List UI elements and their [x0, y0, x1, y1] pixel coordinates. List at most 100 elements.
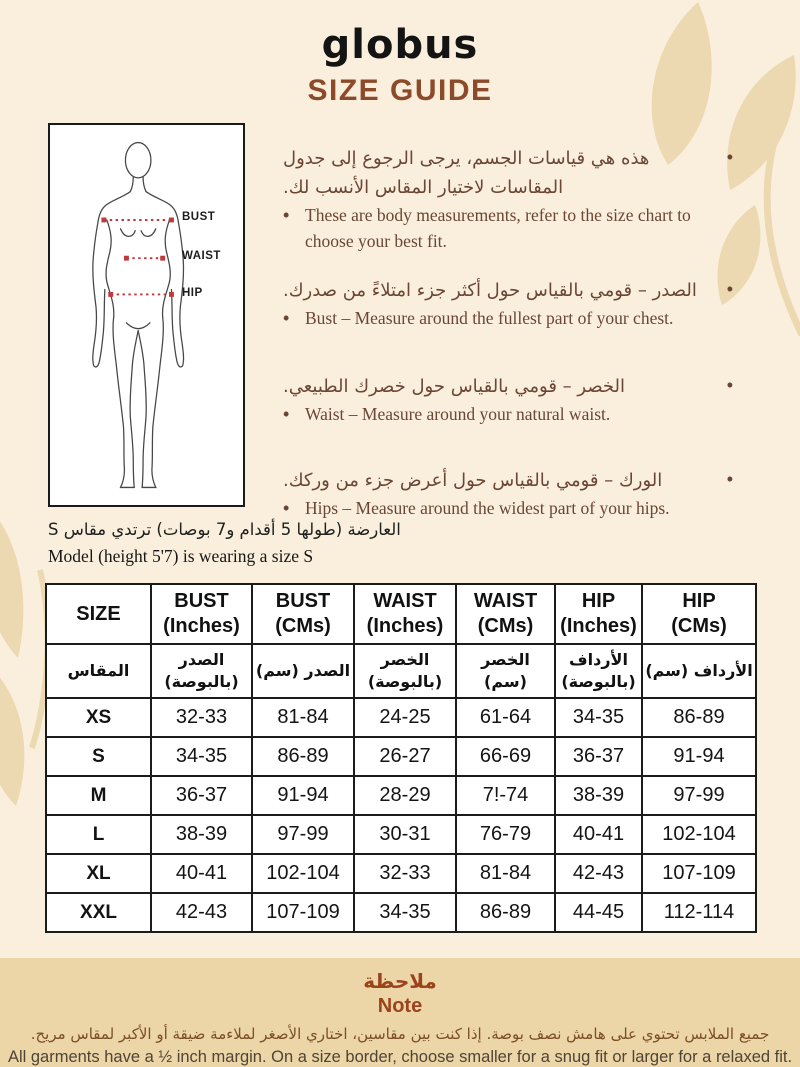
- hip-label: HIP: [182, 287, 203, 299]
- measurement-cell: 86-89: [455, 892, 556, 933]
- measurement-cell: 40-41: [554, 814, 643, 855]
- body-measurement-diagram: BUST WAIST HIP: [48, 123, 245, 507]
- measurement-cell: 86-89: [641, 697, 757, 738]
- col-header-hip-cms: HIP (CMs): [641, 583, 757, 645]
- size-cell: S: [45, 736, 152, 777]
- col-header-hip-cms-ar: الأرداف (سم): [641, 643, 757, 699]
- page-title: SIZE GUIDE: [307, 74, 493, 107]
- size-cell: XL: [45, 853, 152, 894]
- col-header-size: SIZE: [45, 583, 152, 645]
- table-header-arabic: المقاس الصدر (بالبوصة) الصدر (سم) الخصر …: [45, 643, 757, 699]
- measurement-cell: 36-37: [554, 736, 643, 777]
- col-header-size-ar: المقاس: [45, 643, 152, 699]
- instruction-text-english: Hips – Measure around the widest part of…: [305, 498, 670, 518]
- note-body-english: All garments have a ½ inch margin. On a …: [7, 1048, 793, 1066]
- measurement-cell: 28-29: [353, 775, 457, 816]
- instruction-item-bust: • الصدر – قومي بالقياس حول أكثر جزء امتل…: [283, 276, 733, 332]
- measurement-cell: 34-35: [150, 736, 253, 777]
- measurement-cell: 42-43: [150, 892, 253, 933]
- col-header-waist-cms: WAIST (CMs): [455, 583, 556, 645]
- col-header-waist-inches: WAIST (Inches): [353, 583, 457, 645]
- measurement-cell: 7!-74: [455, 775, 556, 816]
- table-row: M 36-37 91-94 28-29 7!-74 38-39 97-99: [45, 775, 757, 816]
- measurement-cell: 86-89: [251, 736, 355, 777]
- instruction-text-arabic: الصدر – قومي بالقياس حول أكثر جزء امتلاء…: [283, 280, 697, 301]
- instruction-text-arabic: الورك – قومي بالقياس حول أعرض جزء من ورك…: [283, 470, 663, 491]
- measurement-cell: 97-99: [641, 775, 757, 816]
- instruction-arabic-row: • الخصر – قومي بالقياس حول خصرك الطبيعي.: [283, 372, 733, 401]
- measurement-cell: 107-109: [641, 853, 757, 894]
- bullet-icon: •: [726, 279, 733, 299]
- model-caption-arabic: العارضة (طولها 5 أقدام و7 بوصات) ترتدي م…: [48, 520, 401, 539]
- instruction-english-row: • These are body measurements, refer to …: [283, 202, 733, 254]
- size-chart-table: SIZE BUST (Inches) BUST (CMs) WAIST (Inc…: [45, 583, 757, 933]
- measurement-cell: 34-35: [353, 892, 457, 933]
- bullet-icon: •: [283, 404, 290, 424]
- measurement-cell: 66-69: [455, 736, 556, 777]
- col-header-waist-inches-ar: الخصر (بالبوصة): [353, 643, 457, 699]
- col-header-bust-inches: BUST (Inches): [150, 583, 253, 645]
- model-size-caption: العارضة (طولها 5 أقدام و7 بوصات) ترتدي م…: [48, 517, 408, 569]
- measurement-cell: 32-33: [353, 853, 457, 894]
- measurement-cell: 38-39: [554, 775, 643, 816]
- measurement-cell: 40-41: [150, 853, 253, 894]
- col-header-bust-cms-ar: الصدر (سم): [251, 643, 355, 699]
- measurement-cell: 112-114: [641, 892, 757, 933]
- table-row: XS 32-33 81-84 24-25 61-64 34-35 86-89: [45, 697, 757, 738]
- measurement-cell: 91-94: [251, 775, 355, 816]
- measurement-cell: 81-84: [455, 853, 556, 894]
- measurement-cell: 42-43: [554, 853, 643, 894]
- instruction-text-arabic: الخصر – قومي بالقياس حول خصرك الطبيعي.: [283, 376, 626, 397]
- note-section: ملاحظة Note جميع الملابس تحتوي على هامش …: [0, 958, 800, 1067]
- col-header-bust-inches-ar: الصدر (بالبوصة): [150, 643, 253, 699]
- bullet-icon: •: [283, 498, 290, 518]
- model-caption-english: Model (height 5'7) is wearing a size S: [48, 546, 314, 566]
- measurement-cell: 61-64: [455, 697, 556, 738]
- measurement-cell: 32-33: [150, 697, 253, 738]
- measurement-cell: 81-84: [251, 697, 355, 738]
- instruction-item-hip: • الورك – قومي بالقياس حول أعرض جزء من و…: [283, 466, 733, 522]
- size-cell: M: [45, 775, 152, 816]
- instruction-text-english: Bust – Measure around the fullest part o…: [305, 308, 674, 328]
- instruction-text-arabic: هذه هي قياسات الجسم، يرجى الرجوع إلى جدو…: [283, 148, 650, 198]
- instruction-text-english: Waist – Measure around your natural wais…: [305, 404, 611, 424]
- table-row: L 38-39 97-99 30-31 76-79 40-41 102-104: [45, 814, 757, 855]
- col-header-hip-inches-ar: الأرداف (بالبوصة): [554, 643, 643, 699]
- instruction-text-english: These are body measurements, refer to th…: [305, 205, 691, 251]
- col-header-hip-inches: HIP (Inches): [554, 583, 643, 645]
- measurement-instructions: • هذه هي قياسات الجسم، يرجى الرجوع إلى ج…: [283, 144, 733, 544]
- instruction-english-row: • Hips – Measure around the widest part …: [283, 495, 733, 522]
- bullet-icon: •: [726, 469, 733, 489]
- measurement-cell: 36-37: [150, 775, 253, 816]
- instruction-english-row: • Bust – Measure around the fullest part…: [283, 305, 733, 332]
- col-header-bust-cms: BUST (CMs): [251, 583, 355, 645]
- size-table-body: XS 32-33 81-84 24-25 61-64 34-35 86-89 S 34-35 86…: [45, 697, 757, 933]
- table-row: S 34-35 86-89 26-27 66-69 36-37 91-94: [45, 736, 757, 777]
- measurement-cell: 24-25: [353, 697, 457, 738]
- measurement-cell: 44-45: [554, 892, 643, 933]
- measurement-cell: 26-27: [353, 736, 457, 777]
- waist-label: WAIST: [182, 250, 221, 262]
- table-row: XL 40-41 102-104 32-33 81-84 42-43 107-109: [45, 853, 757, 894]
- bullet-icon: •: [726, 147, 733, 167]
- note-title-english: Note: [377, 995, 423, 1017]
- note-title-arabic: ملاحظة: [363, 969, 437, 993]
- instruction-arabic-row: • هذه هي قياسات الجسم، يرجى الرجوع إلى ج…: [283, 144, 733, 202]
- table-header-english: SIZE BUST (Inches) BUST (CMs) WAIST (Inc…: [45, 583, 757, 645]
- measurement-cell: 102-104: [641, 814, 757, 855]
- instruction-english-row: • Waist – Measure around your natural wa…: [283, 401, 733, 428]
- size-cell: XXL: [45, 892, 152, 933]
- body-figure-illustration: [92, 141, 185, 489]
- note-body-arabic: جميع الملابس تحتوي على هامش نصف بوصة. إذ…: [30, 1025, 770, 1043]
- measurement-cell: 76-79: [455, 814, 556, 855]
- bullet-icon: •: [283, 205, 290, 225]
- bullet-icon: •: [283, 308, 290, 328]
- measurement-cell: 38-39: [150, 814, 253, 855]
- instruction-arabic-row: • الصدر – قومي بالقياس حول أكثر جزء امتل…: [283, 276, 733, 305]
- measurement-cell: 91-94: [641, 736, 757, 777]
- col-header-waist-cms-ar: الخصر (سم): [455, 643, 556, 699]
- bullet-icon: •: [726, 375, 733, 395]
- measurement-cell: 107-109: [251, 892, 355, 933]
- size-cell: L: [45, 814, 152, 855]
